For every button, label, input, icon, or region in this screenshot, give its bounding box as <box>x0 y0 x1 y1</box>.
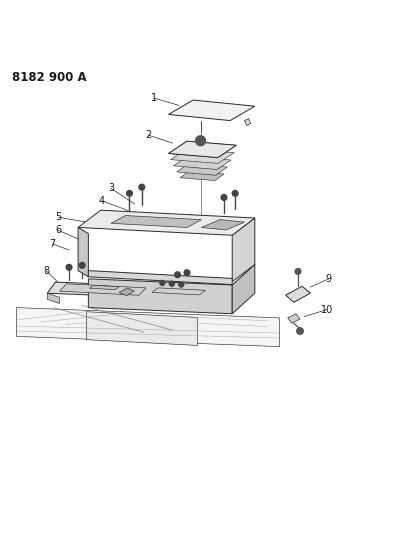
Polygon shape <box>288 314 300 323</box>
Polygon shape <box>90 285 119 289</box>
Polygon shape <box>232 218 255 282</box>
Polygon shape <box>177 164 227 175</box>
Polygon shape <box>169 141 236 158</box>
Polygon shape <box>16 308 279 346</box>
Polygon shape <box>111 215 201 228</box>
Text: 8: 8 <box>43 265 49 276</box>
Polygon shape <box>201 220 245 230</box>
Polygon shape <box>232 264 255 314</box>
Text: 7: 7 <box>49 239 56 249</box>
Circle shape <box>179 282 184 287</box>
Polygon shape <box>180 171 224 181</box>
Circle shape <box>79 262 85 268</box>
Polygon shape <box>169 141 236 158</box>
Text: 10: 10 <box>321 305 333 314</box>
Circle shape <box>66 264 72 270</box>
Polygon shape <box>78 210 255 235</box>
Polygon shape <box>286 286 310 302</box>
Text: 6: 6 <box>55 225 61 236</box>
Text: 2: 2 <box>145 130 151 140</box>
Circle shape <box>175 272 180 278</box>
Polygon shape <box>169 100 255 120</box>
Polygon shape <box>47 282 208 300</box>
Polygon shape <box>60 284 146 295</box>
Text: 1: 1 <box>151 93 157 103</box>
Polygon shape <box>245 118 251 126</box>
Polygon shape <box>173 156 231 169</box>
Circle shape <box>221 195 227 200</box>
Circle shape <box>127 190 132 196</box>
Polygon shape <box>171 149 234 163</box>
Polygon shape <box>78 228 88 277</box>
Circle shape <box>160 280 165 285</box>
Polygon shape <box>88 279 232 314</box>
Circle shape <box>232 190 238 196</box>
Polygon shape <box>47 293 60 303</box>
Circle shape <box>297 328 303 334</box>
Text: 5: 5 <box>55 212 62 222</box>
Polygon shape <box>119 288 134 296</box>
Circle shape <box>184 270 190 276</box>
Circle shape <box>196 136 206 146</box>
Circle shape <box>139 184 145 190</box>
Text: 8182 900 A: 8182 900 A <box>12 71 87 84</box>
Text: 3: 3 <box>108 183 114 193</box>
Polygon shape <box>86 312 197 345</box>
Polygon shape <box>199 288 210 311</box>
Circle shape <box>295 269 301 274</box>
Polygon shape <box>152 288 206 295</box>
Circle shape <box>169 281 174 286</box>
Polygon shape <box>88 271 232 285</box>
Text: 9: 9 <box>326 274 332 284</box>
Text: 4: 4 <box>99 196 105 206</box>
